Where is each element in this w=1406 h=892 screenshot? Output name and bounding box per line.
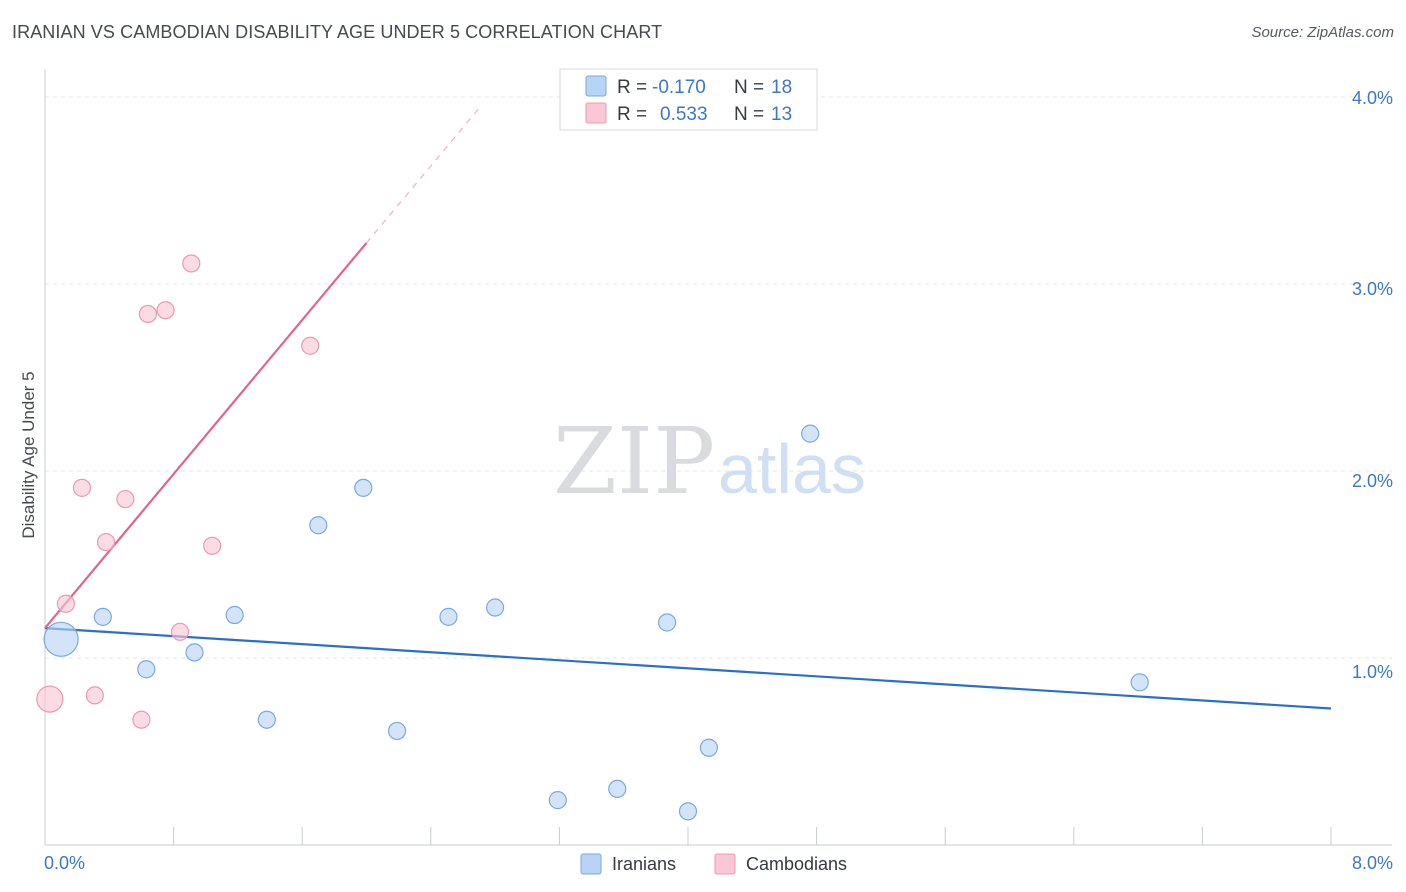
points-layer	[36, 254, 1149, 821]
point-iranians-5	[257, 710, 276, 729]
legend-box: R = -0.170 N = 18 R = 0.533 N = 13	[559, 68, 818, 131]
x-tick-label-max: 8.0%	[1352, 853, 1393, 873]
point-cambodians-3	[85, 686, 104, 705]
watermark-zip: ZIP	[553, 408, 715, 515]
point-cambodians-12	[301, 336, 320, 355]
legend-n-label-cambodians: N =	[734, 104, 764, 125]
trend-line-iranians	[44, 626, 1332, 710]
point-iranians-13	[658, 613, 677, 632]
y-tick-label-2: 2.0%	[1352, 471, 1393, 491]
legend-n-value-cambodians: 13	[771, 104, 792, 125]
point-cambodians-11	[203, 536, 222, 555]
point-iranians-10	[486, 598, 505, 617]
point-iranians-2	[137, 660, 156, 679]
bottom-legend-label-iranians: Iranians	[612, 854, 676, 874]
point-iranians-7	[354, 478, 373, 497]
watermark-atlas: atlas	[718, 430, 866, 508]
bottom-legend-swatch-iranians	[580, 853, 602, 875]
trend-line-extension-cambodians	[366, 107, 480, 244]
chart-source: Source: ZipAtlas.com	[1251, 24, 1394, 41]
point-cambodians-0	[36, 685, 64, 713]
point-iranians-15	[699, 738, 718, 757]
legend-r-value-iranians: -0.170	[652, 77, 706, 98]
legend-r-value-cambodians: 0.533	[660, 104, 708, 125]
bottom-legend-label-cambodians: Cambodians	[746, 854, 847, 874]
point-cambodians-9	[170, 622, 190, 641]
y-tick-label-1: 1.0%	[1352, 662, 1393, 682]
point-iranians-14	[678, 802, 698, 821]
point-cambodians-4	[96, 532, 116, 552]
bottom-legend-swatch-cambodians	[714, 853, 736, 875]
axis-layer	[44, 69, 1392, 846]
point-cambodians-5	[116, 489, 135, 509]
point-cambodians-8	[156, 301, 175, 320]
legend-swatch-iranians	[585, 75, 607, 97]
point-iranians-4	[225, 605, 244, 625]
point-cambodians-7	[138, 304, 157, 324]
legend-n-label-iranians: N =	[734, 77, 764, 98]
legend-r-label-iranians: R =	[617, 77, 647, 98]
chart-title: IRANIAN VS CAMBODIAN DISABILITY AGE UNDE…	[12, 22, 663, 42]
legend-r-label-cambodians: R =	[617, 104, 647, 125]
y-axis-label: Disability Age Under 5	[19, 371, 38, 538]
point-iranians-8	[387, 721, 407, 741]
trend-line-cambodians	[44, 242, 368, 629]
legend-n-value-iranians: 18	[771, 77, 792, 98]
point-iranians-9	[439, 607, 458, 626]
point-iranians-16	[801, 424, 820, 443]
point-iranians-12	[608, 779, 627, 799]
watermark: ZIP atlas	[553, 408, 866, 515]
point-cambodians-6	[132, 710, 151, 729]
grid-layer	[45, 96, 1392, 659]
point-cambodians-10	[182, 254, 201, 273]
point-cambodians-1	[56, 594, 75, 613]
point-iranians-3	[185, 643, 204, 662]
bottom-legend: Iranians Cambodians	[580, 853, 847, 875]
legend-swatch-cambodians	[585, 102, 607, 124]
point-iranians-0	[43, 621, 79, 657]
point-iranians-11	[548, 791, 567, 810]
point-iranians-1	[93, 607, 112, 626]
x-tick-label-min: 0.0%	[44, 853, 85, 873]
trend-layer	[44, 107, 1332, 710]
y-tick-label-4: 4.0%	[1352, 88, 1393, 108]
point-iranians-6	[309, 516, 328, 535]
point-iranians-17	[1130, 673, 1149, 692]
y-tick-label-3: 3.0%	[1352, 279, 1393, 299]
point-cambodians-2	[72, 478, 92, 497]
